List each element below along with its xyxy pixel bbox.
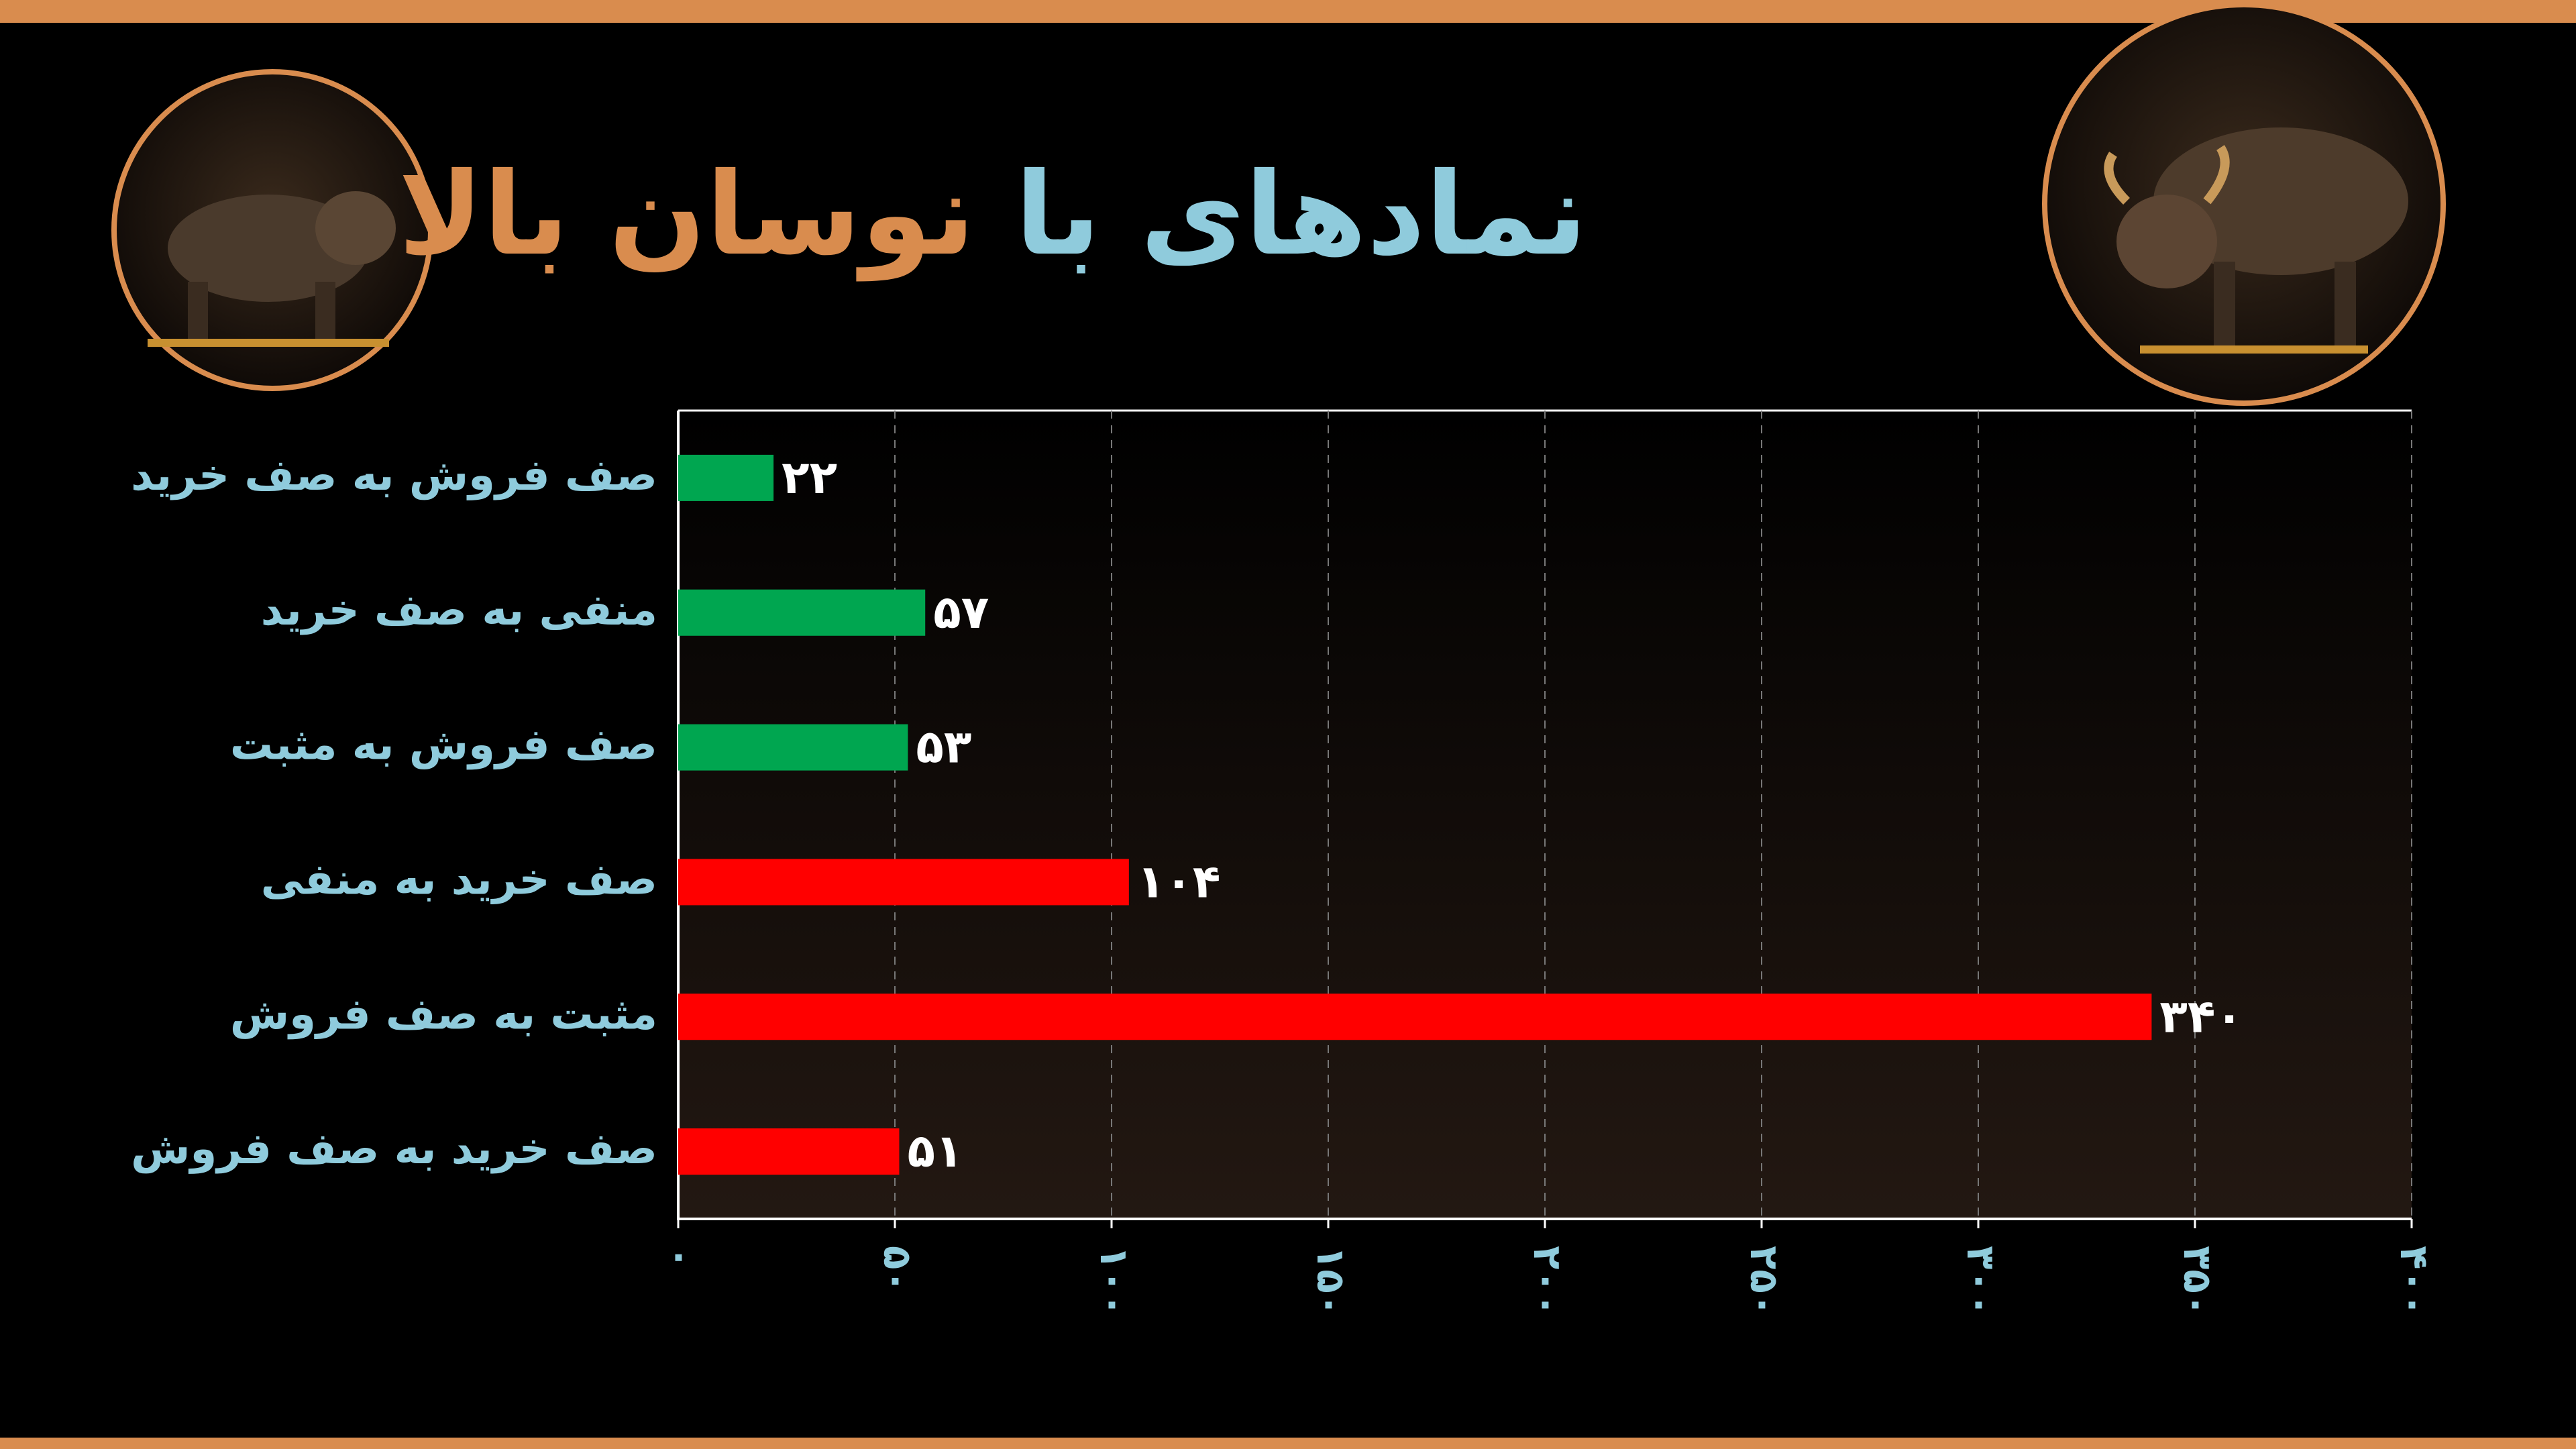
y-tick-label: منفی به صف خرید — [261, 586, 657, 635]
x-tick-label: ۲۵۰ — [1741, 1246, 1787, 1317]
value-label: ۵۳ — [916, 721, 971, 774]
bar — [678, 1128, 900, 1175]
bar — [678, 454, 774, 501]
title-part: نوسان بالا — [398, 148, 975, 281]
x-tick-label: ۱۵۰ — [1308, 1246, 1354, 1317]
y-tick-label: مثبت به صف فروش — [230, 989, 657, 1039]
title-part: نمادهای با — [1014, 148, 1588, 281]
y-tick-label: صف فروش به صف خرید — [131, 451, 657, 500]
bottom-band — [0, 1438, 2576, 1449]
value-label: ۵۱ — [907, 1125, 963, 1178]
bar — [678, 724, 908, 771]
y-tick-label: صف خرید به منفی — [261, 855, 657, 904]
bar — [678, 589, 926, 636]
x-tick-label: ۳۵۰ — [2175, 1246, 2220, 1317]
chart-title: نمادهای با نوسان بالا — [0, 134, 1986, 295]
x-tick-label: ۱۰۰ — [1091, 1246, 1137, 1317]
x-tick-label: ۴۰۰ — [2392, 1246, 2437, 1317]
value-label: ۳۴۰ — [2159, 990, 2243, 1043]
value-label: ۱۰۴ — [1137, 855, 1221, 908]
x-tick-label: ۰ — [658, 1246, 704, 1269]
bar — [678, 994, 2152, 1040]
value-label: ۲۲ — [782, 451, 837, 504]
bar — [678, 859, 1129, 906]
x-tick-label: ۲۰۰ — [1525, 1246, 1570, 1317]
y-tick-label: صف فروش به مثبت — [230, 720, 657, 770]
bear-badge — [111, 69, 433, 391]
top-band — [0, 0, 2576, 23]
value-label: ۵۷ — [933, 586, 989, 639]
y-tick-label: صف خرید به صف فروش — [131, 1124, 657, 1174]
x-tick-label: ۳۰۰ — [1958, 1246, 2004, 1317]
bull-badge — [2042, 2, 2446, 406]
x-tick-label: ۵۰ — [875, 1246, 920, 1293]
